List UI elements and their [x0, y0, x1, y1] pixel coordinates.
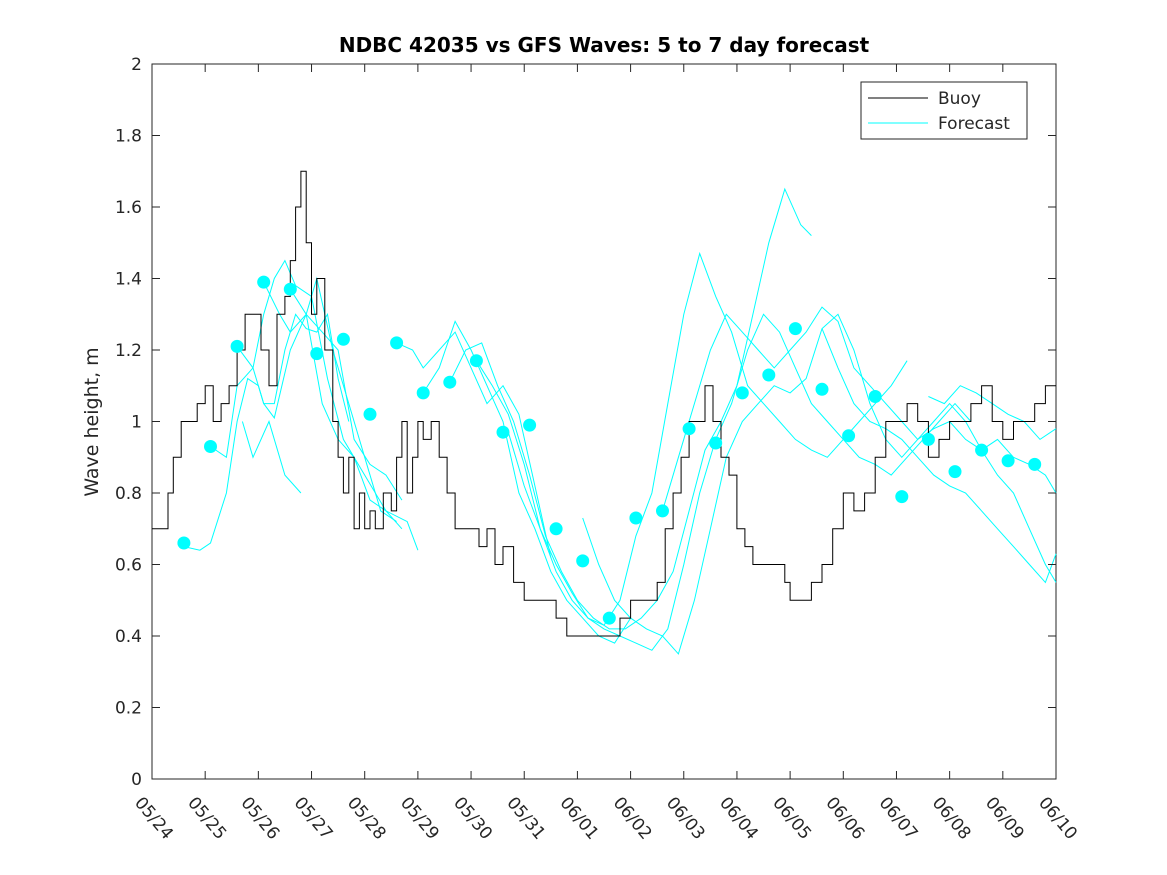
x-tick-label: 05/26	[237, 793, 284, 843]
forecast-marker	[895, 490, 909, 504]
forecast-marker	[1028, 457, 1042, 471]
forecast-marker	[709, 436, 723, 450]
forecast-marker	[336, 332, 350, 346]
forecast-marker	[496, 425, 510, 439]
legend-box	[860, 81, 1028, 140]
forecast-marker	[948, 465, 962, 479]
forecast-run-line	[662, 306, 1057, 512]
forecast-marker	[576, 554, 590, 568]
forecast-run-line	[821, 328, 1057, 584]
forecast-marker	[921, 432, 935, 446]
forecast-run-line	[289, 288, 403, 501]
forecast-marker	[523, 418, 537, 432]
forecast-marker	[629, 511, 643, 525]
forecast-marker	[682, 422, 696, 436]
forecast-marker	[310, 347, 324, 361]
forecast-marker	[443, 375, 457, 389]
forecast-marker	[815, 382, 829, 396]
forecast-marker	[842, 429, 856, 443]
x-tick-label: 06/04	[715, 793, 762, 843]
y-tick-label: 0.8	[115, 484, 142, 504]
y-tick-label: 0.2	[115, 699, 142, 719]
buoy-series-line	[152, 170, 1056, 637]
forecast-run-line	[449, 187, 812, 630]
x-tick-label: 06/10	[1034, 793, 1081, 843]
y-tick-label: 1.2	[115, 341, 142, 361]
legend: Buoy Forecast	[860, 81, 1028, 140]
forecast-marker	[257, 275, 271, 289]
y-tick-label: 1.8	[115, 127, 142, 147]
forecast-marker	[549, 522, 563, 536]
x-tick-label: 05/31	[502, 793, 549, 843]
forecast-marker	[416, 386, 430, 400]
legend-label-buoy: Buoy	[938, 89, 981, 109]
legend-label-forecast: Forecast	[938, 114, 1010, 134]
x-tick-label: 05/25	[183, 793, 230, 843]
x-tick-label: 05/30	[449, 793, 496, 843]
forecast-marker	[469, 354, 483, 368]
forecast-run-line	[507, 313, 972, 651]
x-tick-label: 06/03	[662, 793, 709, 843]
x-tick-label: 06/05	[768, 793, 815, 843]
forecast-marker	[363, 407, 377, 421]
forecast-marker	[762, 368, 776, 382]
y-tick-label: 0	[131, 770, 142, 790]
forecast-marker	[868, 390, 882, 403]
forecast-run-line	[396, 331, 552, 558]
forecast-run-line	[475, 251, 908, 626]
forecast-marker	[1001, 454, 1015, 468]
x-tick-label: 06/06	[821, 793, 868, 843]
x-tick-label: 06/09	[981, 793, 1028, 843]
plot-layer	[152, 170, 1057, 655]
forecast-marker	[204, 440, 217, 453]
y-tick-label: 0.4	[115, 627, 142, 647]
chart-title: NDBC 42035 vs GFS Waves: 5 to 7 day fore…	[339, 33, 870, 57]
y-tick-label: 1.6	[115, 198, 142, 218]
x-tick-label: 06/07	[875, 793, 922, 843]
forecast-marker	[602, 611, 616, 625]
x-tick-label: 05/28	[343, 793, 390, 843]
forecast-run-line	[263, 281, 403, 530]
y-axis-label: Wave height, m	[81, 347, 103, 496]
forecast-marker	[975, 443, 989, 457]
forecast-run-line	[241, 420, 302, 494]
forecast-marker	[230, 339, 244, 353]
x-tick-label: 05/29	[396, 793, 443, 843]
forecast-marker	[177, 536, 191, 550]
forecast-marker	[788, 322, 802, 336]
forecast-marker	[735, 386, 749, 400]
y-tick-label: 0.6	[115, 556, 142, 576]
forecast-marker	[390, 336, 404, 350]
x-tick-label: 06/02	[609, 793, 656, 843]
x-tick-label: 05/24	[130, 793, 177, 843]
y-tick-label: 1.4	[115, 270, 142, 290]
x-tick-label: 06/01	[556, 793, 603, 843]
forecast-run-line	[183, 312, 350, 551]
forecast-marker	[656, 504, 669, 518]
x-tick-label: 06/08	[928, 793, 975, 843]
forecast-marker	[283, 282, 297, 296]
x-tick-label: 05/27	[290, 793, 337, 843]
y-tick-label: 1	[131, 413, 142, 433]
forecast-run-line	[422, 320, 632, 644]
y-tick-label: 2	[131, 55, 142, 75]
